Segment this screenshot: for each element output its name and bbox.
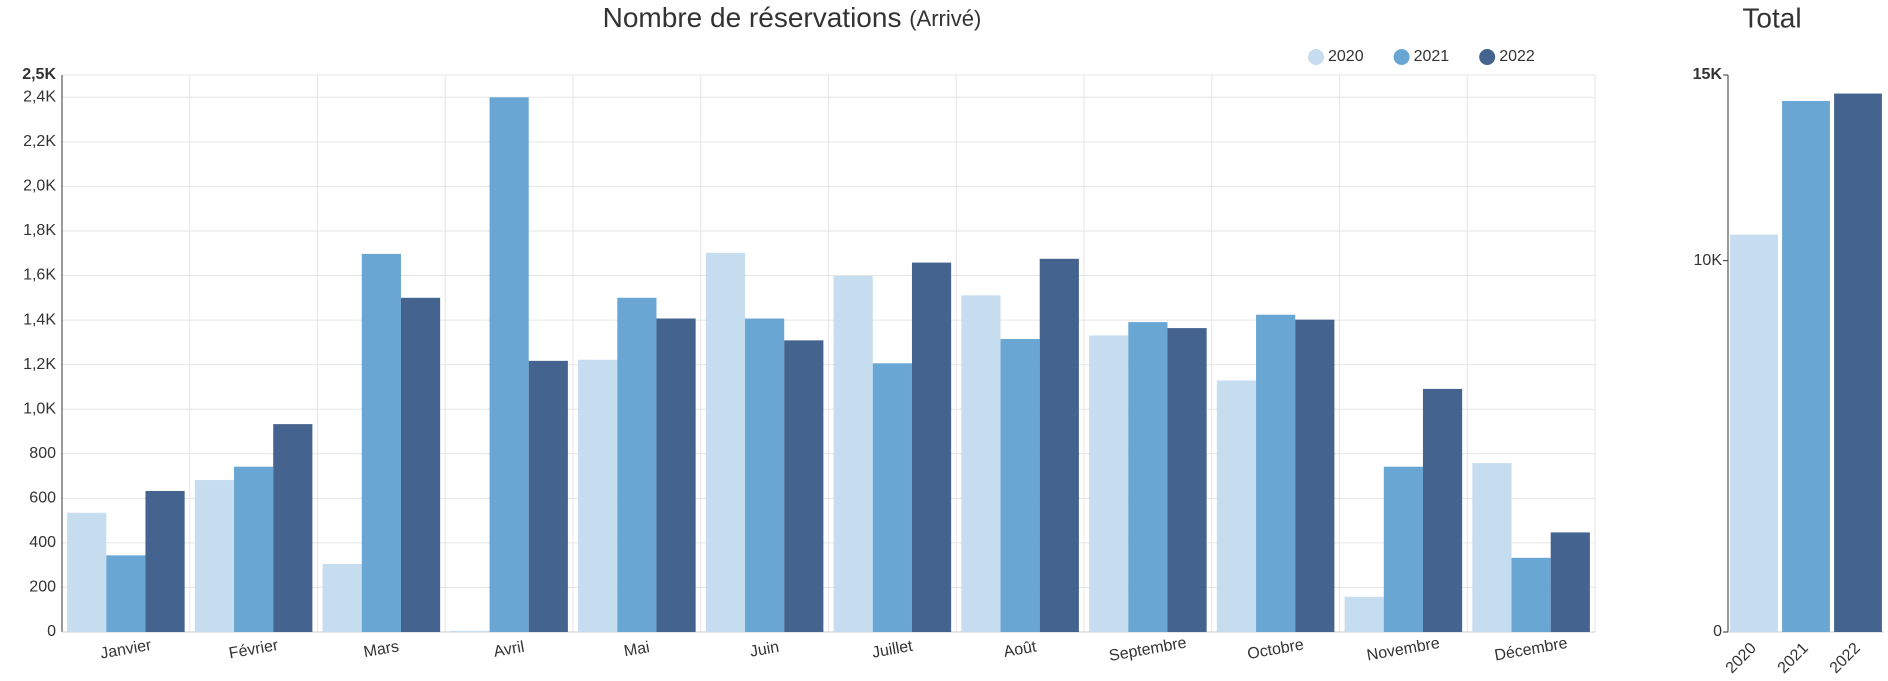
x-tick-label: Juin [749,639,781,661]
bar [489,97,529,632]
title-note: (Arrivé) [909,6,981,31]
x-tick-label: Mars [362,638,400,661]
legend-label: 2021 [1414,48,1450,65]
y-tick-label: 2,0K [23,178,56,195]
bar [361,253,401,633]
bar [656,318,696,632]
bar [1000,339,1040,632]
bar [1422,388,1463,632]
y-tick-label: 0 [1713,623,1722,640]
legend-swatch [1308,49,1324,65]
y-tick-label: 1,8K [23,222,56,239]
bar [1344,596,1384,632]
y-tick-label: 600 [29,490,56,507]
bar [106,555,146,632]
y-tick-label: 2,2K [23,133,56,150]
x-tick-label: Décembre [1493,635,1569,665]
x-tick-label: Janvier [99,637,153,663]
x-tick-label: Août [1002,638,1038,661]
bar [705,252,746,632]
y-tick-label: 400 [29,534,56,551]
bar [1730,234,1778,632]
bar [578,359,618,632]
x-tick-label: Février [228,637,281,663]
bar [1834,93,1882,633]
x-tick-label: 2022 [1827,640,1864,677]
bar [1295,319,1335,632]
legend-swatch [1393,49,1410,65]
bar [450,630,490,632]
bar [745,318,785,632]
x-tick-label: 2020 [1723,640,1760,677]
bar [1511,557,1551,632]
title-text: Nombre de réservations [603,2,902,33]
bar [273,424,313,632]
y-tick-label: 2,4K [23,88,56,105]
legend-label: 2020 [1328,48,1364,65]
bar [194,480,235,632]
legend-label: 2022 [1499,48,1535,65]
x-tick-label: Octobre [1246,636,1305,663]
bar [1128,322,1168,632]
x-tick-label: Septembre [1108,635,1188,665]
y-tick-label: 200 [29,579,56,596]
y-tick-label: 1,6K [23,267,56,284]
y-tick-label: 1,0K [23,400,56,417]
y-tick-label: 1,2K [23,356,56,373]
bar [617,297,657,632]
y-tick-label: 0 [47,623,56,640]
chart-title: Nombre de réservations (Arrivé) [603,2,982,33]
bar [1039,258,1079,632]
bar [322,564,362,632]
bar [234,466,274,632]
bar [961,295,1001,632]
y-tick-label: 800 [29,445,56,462]
bar [1216,380,1257,632]
bar [1383,466,1423,632]
x-tick-label: Novembre [1366,635,1442,665]
bar [872,363,912,632]
y-tick-label: 1,4K [23,311,56,328]
x-tick-label: Juillet [871,638,915,662]
bar [1550,532,1590,632]
bar [67,512,107,632]
y-tick-label: 15K [1693,66,1723,83]
total-title: Total [1742,2,1801,33]
bar [1256,314,1296,632]
x-tick-label: Mai [623,639,651,660]
y-tick-label: 10K [1694,252,1723,269]
x-tick-label: Avril [492,639,525,661]
bar [528,360,568,632]
x-tick-label: 2021 [1775,640,1812,677]
y-tick-label: 2,5K [22,66,56,83]
bar [784,340,824,632]
bar [1782,100,1830,632]
bar [911,262,952,632]
bar [145,490,185,632]
bar [400,297,441,632]
bar [833,275,873,632]
bar [1472,463,1512,632]
bar [1089,335,1129,632]
bar [1167,328,1207,632]
legend-swatch [1479,49,1496,65]
